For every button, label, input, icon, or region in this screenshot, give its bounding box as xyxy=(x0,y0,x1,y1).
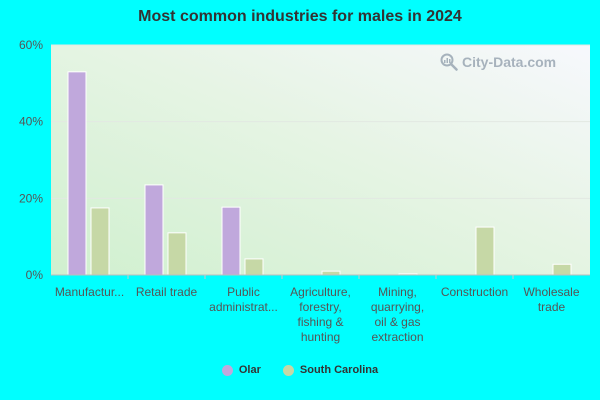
bar-olar[interactable] xyxy=(67,71,87,276)
x-tick-label-line: extraction xyxy=(371,330,423,344)
bar-south-carolina[interactable] xyxy=(321,270,341,276)
x-tick-label: Agriculture, forestry, fishing & hunting xyxy=(290,285,351,344)
x-tick-label-line: Construction xyxy=(441,285,508,299)
x-tick-label: Public administrat... xyxy=(209,285,278,314)
x-tick-label-line: oil & gas xyxy=(374,315,420,329)
y-tick-label: 20% xyxy=(19,191,43,205)
watermark-text: City-Data.com xyxy=(462,54,557,70)
x-tick-label-line: Wholesale xyxy=(523,285,579,299)
bar-south-carolina[interactable] xyxy=(244,258,264,276)
bar-south-carolina[interactable] xyxy=(552,263,572,276)
magnifier-chart-icon xyxy=(440,53,458,71)
legend: Olar South Carolina xyxy=(0,364,600,376)
x-tick-label: Mining, quarrying, oil & gas extraction xyxy=(371,285,424,344)
x-tick-label-line: trade xyxy=(538,300,566,314)
x-tick-label-line: Manufactur... xyxy=(55,285,124,299)
bar-olar[interactable] xyxy=(221,206,241,276)
plot-area xyxy=(51,45,590,275)
legend-label-south-carolina: South Carolina xyxy=(299,364,379,376)
x-tick-label-line: hunting xyxy=(301,330,340,344)
bar-south-carolina[interactable] xyxy=(167,232,187,276)
x-tick-label-line: fishing & xyxy=(297,315,343,329)
watermark: City-Data.com xyxy=(440,53,556,71)
x-tick-label-line: forestry, xyxy=(299,300,341,314)
x-tick-label-line: administrat... xyxy=(209,300,278,314)
y-tick-label: 40% xyxy=(19,115,43,129)
x-tick-label-line: Retail trade xyxy=(136,285,198,299)
legend-swatch-olar xyxy=(221,364,233,376)
x-tick-label-line: quarrying, xyxy=(371,300,424,314)
legend-item-south-carolina[interactable]: South Carolina xyxy=(282,364,379,376)
y-tick-label: 0% xyxy=(26,268,44,282)
legend-label-olar: Olar xyxy=(238,364,261,376)
x-tick-label: Manufactur... xyxy=(55,285,124,299)
bar-olar[interactable] xyxy=(144,184,164,276)
x-tick-label: Retail trade xyxy=(136,285,198,299)
y-tick-label: 60% xyxy=(19,38,43,52)
x-tick-label: Wholesale trade xyxy=(523,285,579,314)
x-tick-label: Construction xyxy=(441,285,508,299)
bar-south-carolina[interactable] xyxy=(90,207,110,276)
x-tick-label-line: Mining, xyxy=(378,285,417,299)
chart-title: Most common industries for males in 2024 xyxy=(138,8,462,25)
legend-item-olar[interactable]: Olar xyxy=(221,364,261,376)
x-tick-label-line: Public xyxy=(227,285,260,299)
bar-south-carolina[interactable] xyxy=(475,226,495,276)
x-tick-label-line: Agriculture, xyxy=(290,285,351,299)
legend-swatch-south-carolina xyxy=(282,364,294,376)
